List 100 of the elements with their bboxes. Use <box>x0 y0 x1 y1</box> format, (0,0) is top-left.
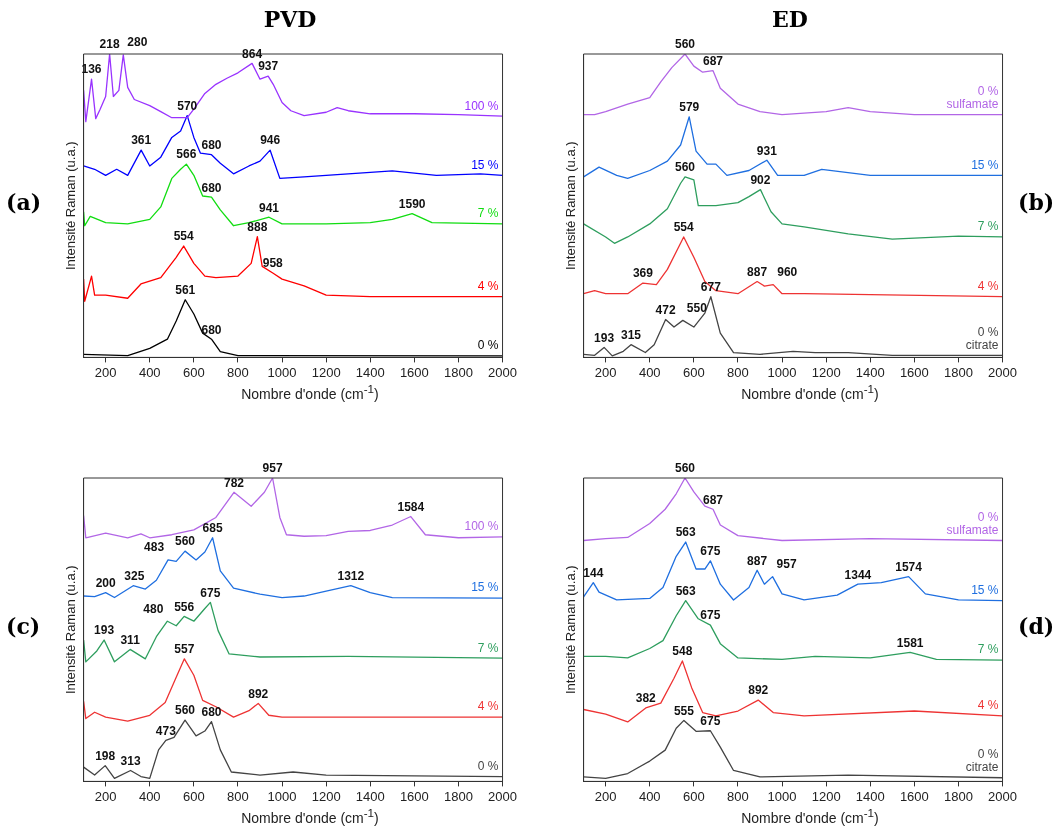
x-tick-label: 1600 <box>899 364 929 380</box>
x-tick-label: 1000 <box>767 364 797 380</box>
series-label: 7 % <box>977 219 999 234</box>
annotation: 958 <box>262 256 284 271</box>
annotation: 680 <box>201 138 222 153</box>
annotation: 556 <box>174 599 195 614</box>
series-label: 0 % sulfamate <box>946 83 999 111</box>
annotation: 675 <box>700 544 721 559</box>
annotation: 483 <box>144 540 165 555</box>
annotation: 680 <box>201 180 222 195</box>
x-tick-label: 800 <box>227 788 249 804</box>
annotation: 887 <box>747 553 768 568</box>
annotation: 566 <box>176 147 197 162</box>
x-tick-label: 1800 <box>443 364 473 380</box>
annotation: 1584 <box>397 499 425 514</box>
annotation: 1312 <box>337 569 365 584</box>
x-tick-label: 1400 <box>855 788 885 804</box>
series-label: 15 % <box>471 580 499 595</box>
x-axis-title: Nombre d'onde (cm$^{-1}$) <box>240 382 380 402</box>
text: (c) <box>6 613 41 639</box>
annotation: 560 <box>175 534 196 549</box>
annotation: 555 <box>673 703 695 718</box>
annotation: 579 <box>679 100 700 115</box>
y-axis-title: Intensité Raman (u.a.) <box>63 141 79 271</box>
annotation: 946 <box>260 133 281 148</box>
annotation: 563 <box>675 525 697 540</box>
x-tick-label: 400 <box>138 364 161 380</box>
x-tick-label: 1000 <box>267 788 297 804</box>
annotation: 685 <box>202 521 223 536</box>
annotation: 680 <box>201 322 222 337</box>
annotation: 280 <box>127 35 148 50</box>
x-tick-label: 1400 <box>355 788 385 804</box>
annotation: 960 <box>777 264 798 279</box>
annotation: 382 <box>635 691 657 706</box>
series-label: 0 % <box>477 758 499 773</box>
x-tick-label: 400 <box>638 788 661 804</box>
annotation: 315 <box>621 327 642 342</box>
x-tick-label: 800 <box>727 788 749 804</box>
annotation: 193 <box>94 623 115 638</box>
chart-title: ED <box>771 5 809 34</box>
annotation: 560 <box>675 461 696 476</box>
x-tick-label: 800 <box>227 364 249 380</box>
x-tick-label: 200 <box>594 788 617 804</box>
annotation: 193 <box>594 330 615 345</box>
annotation: 473 <box>155 723 177 738</box>
series-label: 4 % <box>477 699 499 714</box>
x-tick-label: 200 <box>594 364 617 380</box>
x-tick-label: 2000 <box>488 364 517 380</box>
annotation: 887 <box>747 264 768 279</box>
annotation: 1344 <box>844 567 872 582</box>
text: (d) <box>1018 613 1054 639</box>
annotation: 550 <box>686 300 708 315</box>
x-tick-label: 600 <box>183 364 205 380</box>
annotation: 369 <box>632 266 654 281</box>
x-tick-label: 600 <box>183 788 205 804</box>
annotation: 687 <box>703 54 724 68</box>
annotation: 554 <box>173 229 195 244</box>
text: (a) <box>6 189 42 215</box>
x-tick-label: 2000 <box>988 364 1017 380</box>
annotation: 1581 <box>896 635 924 650</box>
annotation: 675 <box>700 608 721 623</box>
annotation: 1574 <box>895 559 923 574</box>
annotation: 560 <box>675 160 696 175</box>
annotation: 200 <box>95 576 116 590</box>
annotation: 675 <box>200 585 221 600</box>
x-axis-title: Nombre d'onde (cm$^{-1}$) <box>740 382 880 402</box>
annotation: 548 <box>672 644 693 659</box>
annotation: 782 <box>223 475 245 490</box>
annotation: 892 <box>248 686 269 701</box>
annotation: 560 <box>675 37 696 52</box>
x-tick-label: 1000 <box>767 788 797 804</box>
annotation: 957 <box>776 556 797 571</box>
annotation: 680 <box>201 704 222 719</box>
x-tick-label: 2000 <box>988 788 1017 804</box>
annotation: 1590 <box>398 196 426 211</box>
x-axis-title: Nombre d'onde (cm$^{-1}$) <box>240 806 380 826</box>
text: (b) <box>1018 189 1054 215</box>
x-tick-label: 1200 <box>311 364 341 380</box>
x-tick-label: 400 <box>638 364 661 380</box>
x-tick-label: 1800 <box>943 788 973 804</box>
annotation: 561 <box>175 283 196 298</box>
series-label: 0 % <box>477 338 499 353</box>
series-label: 100 % <box>464 98 499 113</box>
annotation: 902 <box>750 172 771 187</box>
series-label: 15 % <box>971 157 999 172</box>
series-label: 100 % <box>464 519 499 534</box>
annotation: 472 <box>655 302 676 317</box>
x-tick-label: 1600 <box>399 788 429 804</box>
annotation: 570 <box>177 98 198 113</box>
annotation: 888 <box>247 219 268 234</box>
series-label: 4 % <box>977 698 999 713</box>
x-tick-label: 1800 <box>443 788 473 804</box>
annotation: 931 <box>756 143 778 158</box>
annotation: 361 <box>131 133 152 148</box>
x-tick-label: 1400 <box>855 364 885 380</box>
annotation: 198 <box>95 748 116 763</box>
annotation: 937 <box>258 59 279 74</box>
y-axis-title: Intensité Raman (u.a.) <box>563 565 579 695</box>
series-label: 15 % <box>971 582 999 597</box>
y-axis-title: Intensité Raman (u.a.) <box>63 565 79 695</box>
